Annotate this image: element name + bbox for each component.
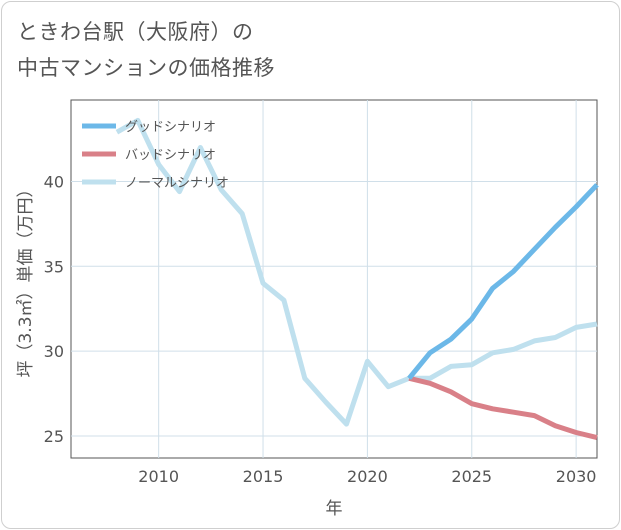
y-tick-label: 35 xyxy=(44,257,64,276)
series-line-2 xyxy=(408,375,598,441)
x-axis-label: 年 xyxy=(326,499,343,519)
x-tick-label: 2015 xyxy=(243,467,284,486)
y-tick-label: 25 xyxy=(44,427,64,446)
x-tick-label: 2030 xyxy=(556,467,597,486)
title-line-1: ときわ台駅（大阪府）の xyxy=(17,20,254,44)
series-line-3 xyxy=(115,117,598,427)
legend-label-1: グッドシナリオ xyxy=(125,120,216,135)
x-tick-label: 2020 xyxy=(347,467,388,486)
title-line-2: 中古マンションの価格推移 xyxy=(17,56,275,80)
legend-label-3: ノーマルシナリオ xyxy=(125,176,229,191)
series-layer xyxy=(115,117,599,441)
tick-labels: 2010 2015 2020 2025 2030 25 30 35 40 xyxy=(44,172,597,486)
y-tick-label: 30 xyxy=(44,342,64,361)
y-axis-label: 坪（3.3㎡）単価（万円） xyxy=(16,180,36,377)
series-line-1 xyxy=(407,183,599,380)
legend-label-2: バッドシナリオ xyxy=(125,148,216,163)
x-tick-label: 2025 xyxy=(451,467,492,486)
chart-title: ときわ台駅（大阪府）の 中古マンションの価格推移 xyxy=(17,14,275,86)
y-tick-label: 40 xyxy=(44,172,64,191)
x-tick-label: 2010 xyxy=(138,467,179,486)
